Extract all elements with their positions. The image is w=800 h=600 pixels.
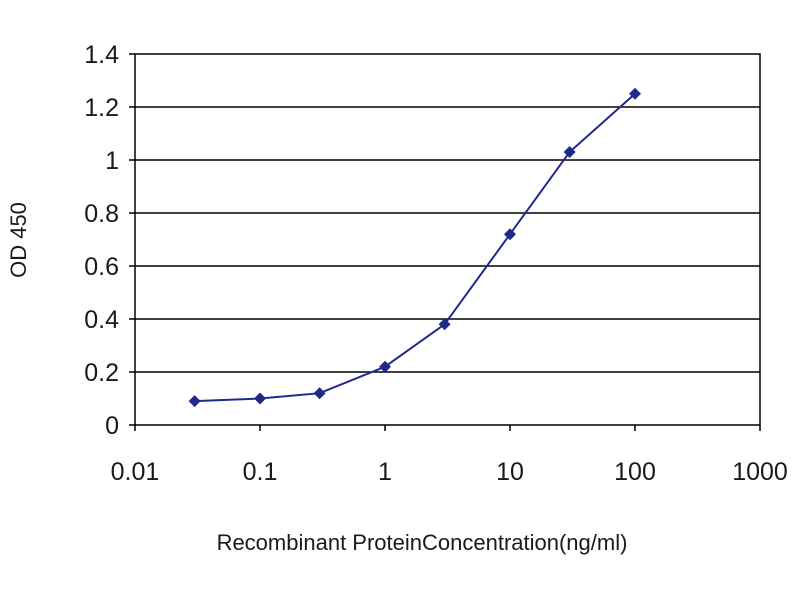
- data-point-3: [379, 360, 391, 373]
- y-tick-label-6: 1.2: [84, 94, 119, 122]
- y-tick-label-7: 1.4: [84, 41, 119, 69]
- series-layer: [188, 87, 641, 408]
- y-tick-label-5: 1: [105, 147, 119, 175]
- data-point-2: [313, 387, 326, 400]
- data-point-0: [188, 395, 201, 408]
- x-tick-label-1: 0.1: [243, 458, 278, 486]
- data-point-7: [629, 87, 641, 100]
- data-point-6: [563, 146, 576, 159]
- y-tick-label-2: 0.4: [84, 306, 119, 334]
- data-point-1: [254, 392, 266, 405]
- x-tick-label-4: 100: [614, 458, 656, 486]
- y-axis-ticks: 0 0.2 0.4 0.6 0.8 1 1.2 1.4: [84, 41, 135, 440]
- data-point-4: [438, 318, 451, 331]
- gridlines: [135, 106, 760, 373]
- x-axis-title: Recombinant ProteinConcentration(ng/ml): [217, 530, 628, 555]
- x-axis-ticks: 0.01 0.1 1 10 100 1000: [111, 425, 788, 486]
- x-tick-label-3: 10: [496, 458, 524, 486]
- x-tick-label-0: 0.01: [111, 458, 160, 486]
- y-tick-label-3: 0.6: [84, 253, 119, 281]
- x-tick-label-5: 1000: [732, 458, 788, 486]
- data-point-5: [504, 228, 516, 241]
- plot-area: [134, 53, 761, 426]
- y-tick-label-4: 0.8: [84, 200, 119, 228]
- y-tick-label-1: 0.2: [84, 359, 119, 387]
- series-line-0: [194, 93, 636, 403]
- y-tick-label-0: 0: [105, 412, 119, 440]
- x-tick-label-2: 1: [378, 458, 392, 486]
- y-axis-title: OD 450: [6, 202, 31, 278]
